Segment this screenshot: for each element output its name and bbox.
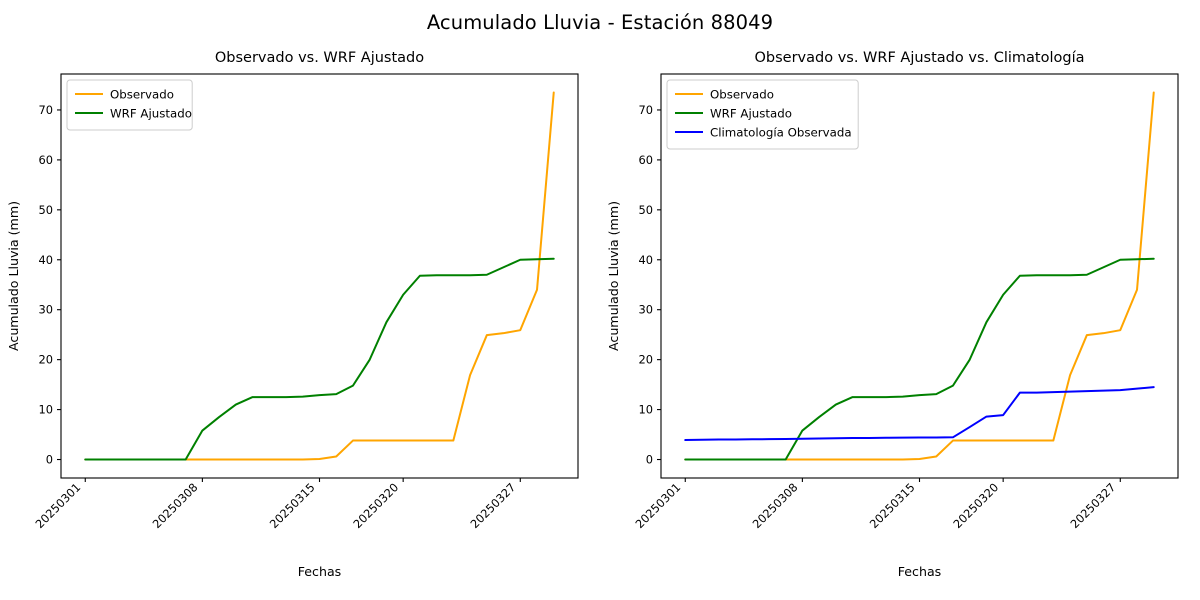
x-tick-label: 20250315 xyxy=(267,480,318,531)
x-tick-label: 20250315 xyxy=(867,480,918,531)
legend-box xyxy=(666,79,859,150)
y-axis-label: Acumulado Lluvia (mm) xyxy=(606,201,621,351)
y-tick-label: 0 xyxy=(46,453,53,467)
y-tick-label: 30 xyxy=(639,303,654,317)
y-tick-label: 0 xyxy=(646,453,653,467)
subplot-right: Observado vs. WRF Ajustado vs. Climatolo… xyxy=(600,0,1200,600)
series-line-1 xyxy=(84,91,555,461)
y-tick-label: 70 xyxy=(39,103,54,117)
x-tick-label: 20250327 xyxy=(1067,480,1118,531)
legend-label-3: Climatología Observada xyxy=(710,126,852,140)
y-tick-label: 60 xyxy=(639,153,654,167)
series-line-3 xyxy=(684,386,1155,442)
axes-title: Observado vs. WRF Ajustado vs. Climatolo… xyxy=(755,50,1085,66)
y-tick-label: 30 xyxy=(39,303,54,317)
x-tick-label: 20250308 xyxy=(150,480,201,531)
y-tick-label: 50 xyxy=(639,203,654,217)
legend-label-1: Observado xyxy=(710,88,774,102)
y-tick-label: 20 xyxy=(39,353,54,367)
series-line-2 xyxy=(684,257,1155,461)
y-tick-label: 60 xyxy=(39,153,54,167)
x-tick-label: 20250301 xyxy=(632,480,683,531)
x-tick-label: 20250301 xyxy=(32,480,83,531)
legend-box xyxy=(66,79,193,131)
y-tick-label: 70 xyxy=(639,103,654,117)
x-tick-label: 20250308 xyxy=(750,480,801,531)
x-axis-label: Fechas xyxy=(298,564,342,579)
legend-label-1: Observado xyxy=(110,88,174,102)
legend-label-2: WRF Ajustado xyxy=(710,107,792,121)
y-tick-label: 10 xyxy=(639,403,654,417)
y-tick-label: 10 xyxy=(39,403,54,417)
x-tick-label: 20250320 xyxy=(350,480,401,531)
y-tick-label: 50 xyxy=(39,203,54,217)
x-tick-label: 20250327 xyxy=(467,480,518,531)
axes-title: Observado vs. WRF Ajustado xyxy=(215,50,424,66)
x-tick-label: 20250320 xyxy=(950,480,1001,531)
y-tick-label: 20 xyxy=(639,353,654,367)
legend-label-2: WRF Ajustado xyxy=(110,107,192,121)
y-tick-label: 40 xyxy=(639,253,654,267)
subplot-left: Observado vs. WRF Ajustado 0 10 20 30 40 50 60 7… xyxy=(6,50,579,579)
figure-title: Acumulado Lluvia - Estación 88049 xyxy=(426,11,774,34)
x-axis-label: Fechas xyxy=(898,564,942,579)
series-line-2 xyxy=(84,257,555,461)
chart-canvas-right: Observado vs. WRF Ajustado vs. Climatolo… xyxy=(606,50,1179,579)
y-tick-label: 40 xyxy=(39,253,54,267)
y-axis-label: Acumulado Lluvia (mm) xyxy=(6,201,21,351)
plot-frame xyxy=(60,73,579,479)
chart-canvas-left: Observado vs. WRF Ajustado 0 10 20 30 40 50 60 7… xyxy=(6,50,579,579)
